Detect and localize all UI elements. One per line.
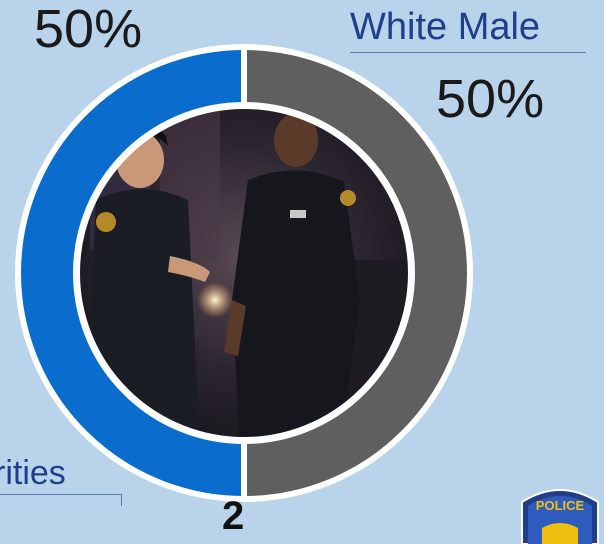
legend-leader-tick xyxy=(121,494,122,506)
legend-underline xyxy=(350,52,586,53)
photo-border xyxy=(76,105,412,441)
minorities-legend-label: rities xyxy=(0,454,66,492)
police-patch-icon: POLICE xyxy=(521,489,599,544)
center-photo xyxy=(78,107,410,439)
white-male-legend-label: White Male xyxy=(350,6,541,48)
right-percent-label: 50% xyxy=(436,69,545,129)
left-percent-label: 50% xyxy=(34,0,143,59)
total-count-label: 2 xyxy=(222,494,245,538)
police-patch-text: POLICE xyxy=(536,498,585,513)
legend-underline xyxy=(0,494,122,495)
